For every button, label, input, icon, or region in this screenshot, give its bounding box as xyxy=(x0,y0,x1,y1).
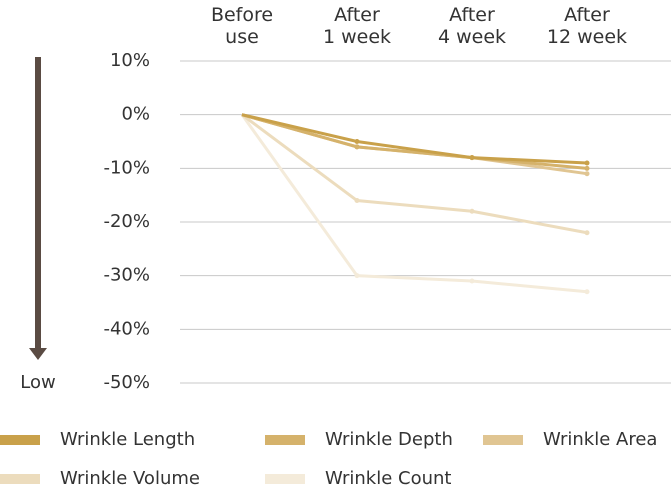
legend-label: Wrinkle Depth xyxy=(325,429,453,450)
y-tick-label: -50% xyxy=(103,372,150,393)
legend-swatch xyxy=(0,474,40,484)
legend-swatch xyxy=(483,435,523,445)
legend-swatch xyxy=(0,435,40,445)
legend-label: Wrinkle Count xyxy=(325,468,451,489)
x-tick-label: After 4 week xyxy=(437,4,507,48)
y-tick-label: 0% xyxy=(121,104,150,125)
series-line xyxy=(241,113,588,165)
series-line xyxy=(240,113,588,294)
point xyxy=(584,230,590,236)
point xyxy=(354,144,360,150)
y-tick-label: -10% xyxy=(103,157,150,178)
point xyxy=(469,208,475,214)
legend-label: Wrinkle Length xyxy=(60,429,195,450)
point xyxy=(584,289,590,295)
series-line xyxy=(241,113,588,235)
point xyxy=(469,155,475,161)
y-tick-label: -40% xyxy=(103,318,150,339)
y-tick-label: -20% xyxy=(103,211,150,232)
y-tick-label: -30% xyxy=(103,265,150,286)
point xyxy=(354,139,360,144)
point xyxy=(584,171,590,177)
point xyxy=(584,160,590,166)
legend-label: Wrinkle Area xyxy=(543,429,657,450)
x-tick-label: Before use xyxy=(210,4,274,48)
y-tick-label: 10% xyxy=(110,50,150,71)
point xyxy=(469,278,475,284)
point xyxy=(354,273,360,279)
x-tick-label: After 1 week xyxy=(322,4,392,48)
annotation: Low xyxy=(20,372,55,393)
arrow-head xyxy=(29,348,47,360)
point xyxy=(584,165,590,171)
legend-swatch xyxy=(265,435,305,445)
x-tick-label: After 12 week xyxy=(546,4,628,48)
series-line xyxy=(241,113,588,170)
legend-swatch xyxy=(265,474,305,484)
point xyxy=(354,198,360,204)
legend-label: Wrinkle Volume xyxy=(60,468,200,489)
